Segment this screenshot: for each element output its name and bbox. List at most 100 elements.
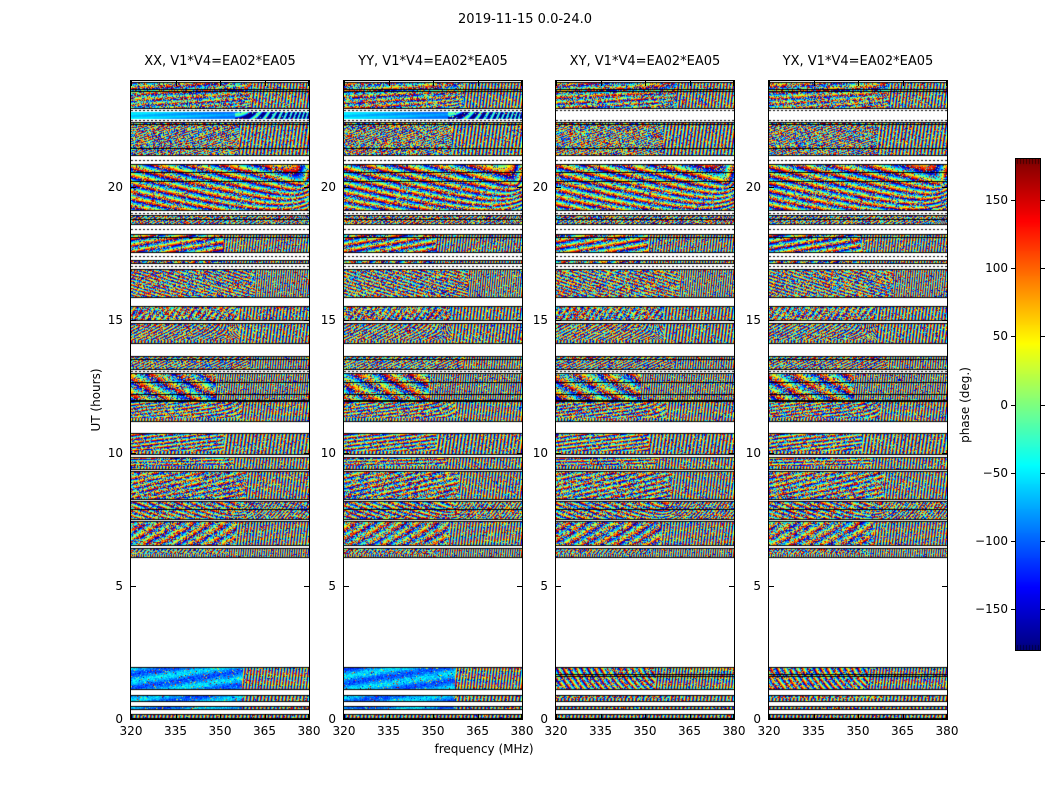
x-tick-label: 365 xyxy=(891,724,914,738)
y-tick-mark xyxy=(131,453,136,455)
x-tick-mark xyxy=(645,81,646,86)
x-tick-label: 350 xyxy=(208,724,232,738)
figure-title: 2019-11-15 0.0-24.0 xyxy=(458,12,592,27)
x-tick-mark xyxy=(131,714,132,719)
x-tick-label: 350 xyxy=(633,724,657,738)
y-tick-label: 20 xyxy=(320,180,336,195)
y-tick-mark xyxy=(131,718,136,719)
y-tick-label: 10 xyxy=(532,446,548,461)
colorbar-tick-mark xyxy=(1041,268,1045,270)
y-tick-label: 10 xyxy=(320,446,336,461)
y-tick-label: 5 xyxy=(328,579,336,594)
y-tick-mark xyxy=(769,320,774,322)
y-tick-mark xyxy=(517,187,522,189)
x-tick-mark xyxy=(556,81,557,86)
colorbar-tick-mark xyxy=(1011,472,1015,474)
colorbar-tick-mark xyxy=(1041,199,1045,201)
y-tick-mark xyxy=(769,718,774,719)
panel-xy: XY, V1*V4=EA02*EA05 0 5 10 15 20 320 335 350 365 3… xyxy=(533,54,746,738)
y-tick-mark xyxy=(556,586,561,588)
y-tick-label: 0 xyxy=(753,712,761,726)
x-tick-label: 380 xyxy=(297,724,321,738)
colorbar-tick-mark xyxy=(1011,199,1015,201)
y-tick-mark xyxy=(942,453,947,455)
y-axis-label: UT (hours) xyxy=(89,368,103,432)
x-tick-mark xyxy=(308,81,309,86)
y-tick-label: 5 xyxy=(115,579,123,594)
y-tick-mark xyxy=(942,718,947,719)
x-tick-mark xyxy=(131,81,132,86)
x-tick-label: 320 xyxy=(332,724,356,738)
x-tick-mark xyxy=(433,81,434,86)
y-tick-mark xyxy=(304,586,309,588)
colorbar-tick-mark xyxy=(1041,404,1045,406)
colorbar-tick-mark xyxy=(1041,540,1045,542)
x-tick-mark xyxy=(689,81,691,86)
y-tick-mark xyxy=(344,718,349,719)
x-tick-label: 335 xyxy=(164,724,187,738)
y-tick-mark xyxy=(517,586,522,588)
y-tick-label: 5 xyxy=(753,579,761,594)
panel-title-yx: YX, V1*V4=EA02*EA05 xyxy=(782,54,934,69)
y-tick-label: 10 xyxy=(107,446,123,461)
x-tick-mark xyxy=(344,714,345,719)
y-tick-label: 15 xyxy=(107,313,123,328)
x-tick-mark xyxy=(433,714,434,719)
y-tick-mark xyxy=(304,718,309,719)
x-tick-mark xyxy=(858,81,859,86)
y-tick-label: 15 xyxy=(320,313,336,328)
x-tick-label: 320 xyxy=(119,724,143,738)
y-tick-label: 10 xyxy=(745,446,761,461)
y-tick-label: 0 xyxy=(540,712,548,726)
y-tick-mark xyxy=(729,320,734,322)
y-tick-mark xyxy=(304,453,309,455)
x-tick-label: 380 xyxy=(722,724,746,738)
y-tick-mark xyxy=(942,320,947,322)
y-tick-mark xyxy=(729,586,734,588)
colorbar-tick-label: 100 xyxy=(985,261,1008,276)
colorbar-tick-label: −50 xyxy=(982,465,1008,480)
x-tick-mark xyxy=(264,714,266,719)
y-tick-label: 15 xyxy=(745,313,761,328)
colorbar-tick-mark xyxy=(1011,540,1015,542)
y-tick-mark xyxy=(517,320,522,322)
x-tick-mark xyxy=(477,81,479,86)
y-tick-label: 20 xyxy=(107,180,123,195)
y-tick-mark xyxy=(556,718,561,719)
x-tick-label: 320 xyxy=(757,724,781,738)
x-tick-mark xyxy=(556,714,557,719)
colorbar-tick-mark xyxy=(1011,268,1015,270)
panel-title-xy: XY, V1*V4=EA02*EA05 xyxy=(569,54,721,69)
y-tick-mark xyxy=(556,453,561,455)
x-tick-mark xyxy=(946,714,947,719)
x-tick-mark xyxy=(769,81,770,86)
colorbar-tick-mark xyxy=(1041,472,1045,474)
x-tick-label: 335 xyxy=(802,724,825,738)
x-tick-mark xyxy=(388,81,390,86)
y-tick-label: 15 xyxy=(532,313,548,328)
y-tick-mark xyxy=(344,453,349,455)
y-tick-mark xyxy=(131,586,136,588)
colorbar-tick-mark xyxy=(1041,609,1045,611)
x-tick-mark xyxy=(344,81,345,86)
x-tick-label: 350 xyxy=(421,724,445,738)
x-tick-label: 365 xyxy=(466,724,489,738)
x-tick-label: 335 xyxy=(377,724,400,738)
x-tick-mark xyxy=(733,714,734,719)
heatmap-xy xyxy=(556,81,734,719)
colorbar-tick-label: 50 xyxy=(992,329,1008,344)
y-tick-mark xyxy=(729,453,734,455)
y-tick-mark xyxy=(769,187,774,189)
x-tick-mark xyxy=(689,714,691,719)
colorbar-tick-label: −100 xyxy=(975,533,1008,548)
x-tick-mark xyxy=(733,81,734,86)
colorbar-tick-label: −150 xyxy=(975,602,1008,617)
colorbar-tick-label: 150 xyxy=(985,192,1008,207)
x-tick-mark xyxy=(813,714,815,719)
y-tick-label: 5 xyxy=(540,579,548,594)
y-tick-mark xyxy=(344,320,349,322)
y-tick-mark xyxy=(517,453,522,455)
x-tick-mark xyxy=(388,714,390,719)
panel-yx: YX, V1*V4=EA02*EA05 0 5 10 15 20 320 335 350 365 3… xyxy=(746,54,959,738)
colorbar-label: phase (deg.) xyxy=(958,367,972,443)
